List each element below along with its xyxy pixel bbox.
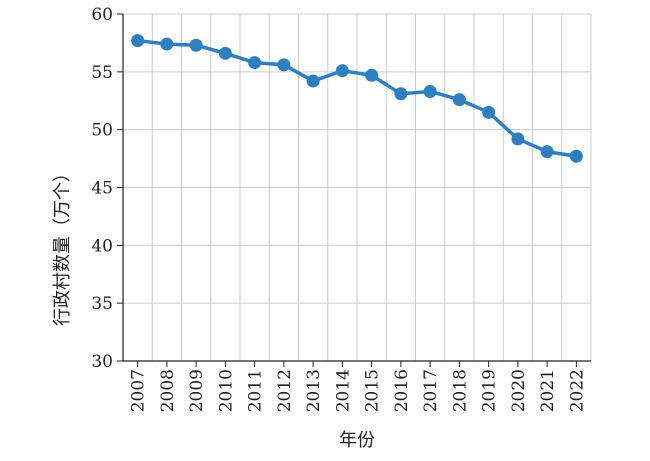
grid-lines (123, 13, 592, 362)
y-tick-labels: 30 35 40 45 50 55 60 (91, 5, 113, 372)
data-point (277, 58, 291, 72)
y-tick-label: 30 (91, 352, 113, 372)
data-point (511, 132, 525, 146)
y-tick-label: 40 (91, 236, 113, 256)
series-line (137, 38, 577, 158)
data-point (306, 74, 320, 88)
x-tick-label: 2018 (450, 369, 470, 412)
x-tick-label: 2014 (333, 369, 353, 412)
data-point (452, 93, 466, 107)
x-tick-labels: 2007 2008 2009 2010 2011 2012 2013 2014 2015 2016… (129, 369, 588, 412)
y-tick-label: 60 (91, 5, 113, 25)
x-tick-label: 2008 (158, 369, 178, 412)
x-tick-label: 2019 (480, 369, 500, 412)
y-tick-label: 55 (91, 63, 113, 83)
x-axis-label: 年份 (339, 430, 375, 451)
axes (117, 13, 591, 367)
x-tick-label: 2011 (246, 369, 266, 412)
data-points (131, 34, 583, 163)
x-tick-label: 2017 (421, 369, 441, 412)
data-point (218, 46, 232, 60)
x-tick-label: 2012 (275, 369, 295, 412)
x-tick-label: 2015 (363, 369, 383, 412)
x-tick-label: 2009 (187, 369, 207, 412)
data-point (160, 37, 174, 51)
x-tick-label: 2010 (216, 369, 236, 412)
x-tick-label: 2016 (392, 369, 412, 412)
data-point (248, 56, 262, 70)
data-point (482, 105, 496, 119)
data-point (569, 149, 583, 163)
y-tick-label: 45 (91, 179, 113, 199)
data-point (131, 34, 145, 48)
series-line-path (137, 38, 577, 158)
data-point (335, 64, 349, 78)
x-tick-label: 2020 (509, 369, 529, 412)
x-tick-label: 2022 (567, 369, 587, 412)
y-axis-label: 行政村数量（万个） (52, 164, 73, 326)
data-point (365, 68, 379, 82)
x-tick-label: 2007 (129, 369, 149, 412)
data-point (540, 145, 554, 159)
data-point (423, 84, 437, 98)
y-tick-label: 50 (91, 121, 113, 141)
y-tick-label: 35 (91, 294, 113, 314)
data-point (394, 87, 408, 101)
data-point (189, 38, 203, 52)
x-tick-label: 2013 (304, 369, 324, 412)
x-tick-label: 2021 (538, 369, 558, 412)
